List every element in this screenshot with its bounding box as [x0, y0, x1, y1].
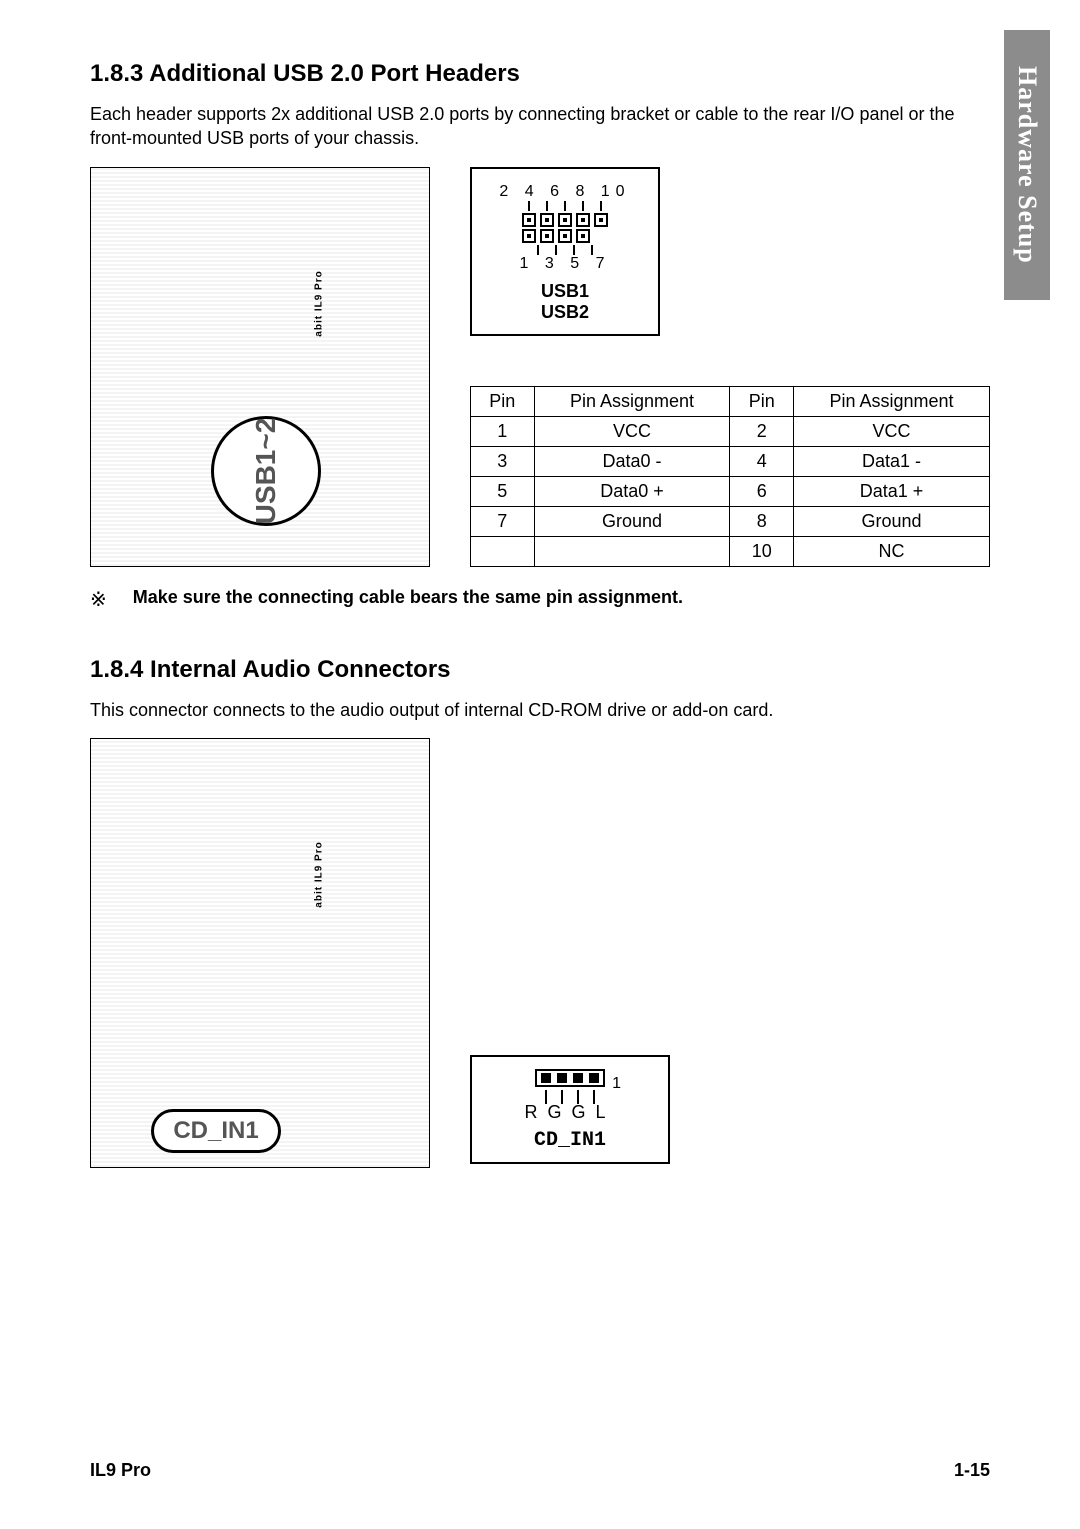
- note-row: ※ Make sure the connecting cable bears t…: [90, 587, 990, 612]
- table-row: 7Ground8Ground: [471, 506, 990, 536]
- section-1-heading: 1.8.3 Additional USB 2.0 Port Headers: [90, 60, 990, 88]
- section-1-row: abit IL9 Pro USB1~2 2 4 6 8 10 1 3 5 7 U…: [90, 167, 990, 567]
- col-pin-b: Pin: [730, 386, 794, 416]
- table-cell: NC: [793, 536, 989, 566]
- pin-nums-bot: 1 3 5 7: [490, 255, 640, 273]
- cdin-callout: CD_IN1: [151, 1109, 281, 1153]
- note-symbol: ※: [90, 587, 107, 612]
- table-row: 1VCC2VCC: [471, 416, 990, 446]
- section-2-row: abit IL9 Pro CD_IN1 1 RGGL CD_IN1: [90, 738, 990, 1168]
- cd-diagram-wrap: 1 RGGL CD_IN1: [470, 1055, 670, 1168]
- side-tab-label: Hardware Setup: [1012, 66, 1042, 264]
- section-2-body: This connector connects to the audio out…: [90, 698, 990, 722]
- col-assign-a: Pin Assignment: [534, 386, 730, 416]
- table-cell: Data0 +: [534, 476, 730, 506]
- table-cell: 1: [471, 416, 535, 446]
- cd-name: CD_IN1: [490, 1129, 650, 1152]
- table-row: 5Data0 +6Data1 +: [471, 476, 990, 506]
- usb-name-1: USB1: [490, 281, 640, 303]
- mobo-label-1: abit IL9 Pro: [314, 270, 325, 336]
- table-cell: Ground: [793, 506, 989, 536]
- table-row: 10NC: [471, 536, 990, 566]
- table-cell: 5: [471, 476, 535, 506]
- section-2-heading: 1.8.4 Internal Audio Connectors: [90, 656, 990, 684]
- table-cell: Data0 -: [534, 446, 730, 476]
- mobo-label-2: abit IL9 Pro: [314, 841, 325, 907]
- table-cell: Ground: [534, 506, 730, 536]
- note-text: Make sure the connecting cable bears the…: [133, 587, 683, 612]
- table-cell: 8: [730, 506, 794, 536]
- table-cell: [534, 536, 730, 566]
- table-cell: VCC: [534, 416, 730, 446]
- usb-header-pin-diagram: 2 4 6 8 10 1 3 5 7 USB1 USB2: [470, 167, 660, 336]
- usb-name-2: USB2: [490, 302, 640, 324]
- page-footer: IL9 Pro 1-15: [90, 1460, 990, 1481]
- cd-letters: RGGL: [490, 1102, 650, 1123]
- col-pin-a: Pin: [471, 386, 535, 416]
- usb-callout: USB1~2: [211, 416, 321, 526]
- section-1-right: 2 4 6 8 10 1 3 5 7 USB1 USB2 Pin Pin Ass…: [470, 167, 990, 567]
- cd-in-diagram: 1 RGGL CD_IN1: [470, 1055, 670, 1164]
- section-1-body: Each header supports 2x additional USB 2…: [90, 102, 990, 151]
- table-cell: 4: [730, 446, 794, 476]
- side-tab: Hardware Setup: [1004, 30, 1050, 300]
- table-cell: VCC: [793, 416, 989, 446]
- motherboard-diagram-1: abit IL9 Pro USB1~2: [90, 167, 430, 567]
- cd-pin1: 1: [612, 1075, 621, 1093]
- table-cell: [471, 536, 535, 566]
- table-cell: 2: [730, 416, 794, 446]
- table-cell: Data1 -: [793, 446, 989, 476]
- table-cell: Data1 +: [793, 476, 989, 506]
- table-cell: 7: [471, 506, 535, 536]
- table-cell: 10: [730, 536, 794, 566]
- col-assign-b: Pin Assignment: [793, 386, 989, 416]
- footer-right: 1-15: [954, 1460, 990, 1481]
- cdin-callout-label: CD_IN1: [173, 1117, 258, 1145]
- table-cell: 3: [471, 446, 535, 476]
- motherboard-diagram-2: abit IL9 Pro CD_IN1: [90, 738, 430, 1168]
- pin-nums-top: 2 4 6 8 10: [490, 183, 640, 201]
- table-cell: 6: [730, 476, 794, 506]
- pin-assignment-table: Pin Pin Assignment Pin Pin Assignment 1V…: [470, 386, 990, 567]
- table-header-row: Pin Pin Assignment Pin Pin Assignment: [471, 386, 990, 416]
- usb-callout-label: USB1~2: [250, 417, 282, 524]
- footer-left: IL9 Pro: [90, 1460, 151, 1481]
- table-row: 3Data0 -4Data1 -: [471, 446, 990, 476]
